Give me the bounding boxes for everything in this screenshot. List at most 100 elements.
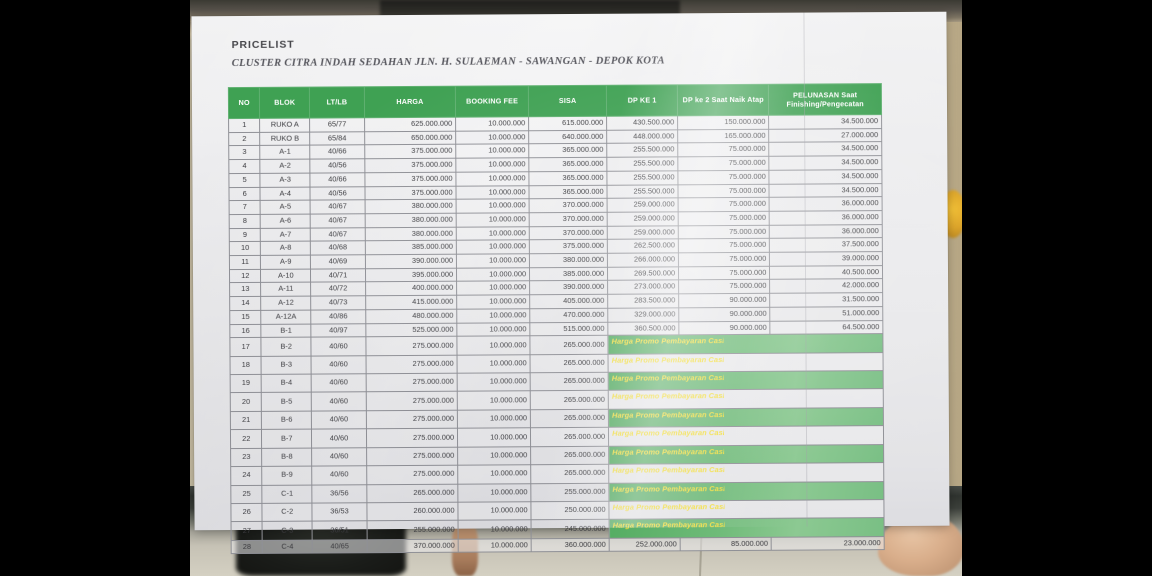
cell-sisa: 385.000.000: [529, 267, 608, 282]
cell-no: 6: [228, 186, 261, 201]
cell-booking-fee: 10.000.000: [457, 391, 531, 411]
cell-blok: B-6: [261, 410, 312, 430]
cell-no: 26: [230, 503, 263, 522]
cell-blok: RUKO A: [259, 118, 310, 133]
cell-dp-ke-2: 90.000.000: [678, 293, 771, 308]
promo-label: Harga Promo Pembayaran Cash: [611, 391, 724, 402]
cell-dp-ke-1: 252.000.000: [609, 537, 681, 552]
cell-sisa: 380.000.000: [529, 253, 608, 268]
cell-ltlb: 40/68: [310, 241, 366, 256]
cell-dp-ke-1: 266.000.000: [607, 252, 679, 268]
cell-harga: 275.000.000: [366, 428, 458, 448]
cell-ltlb: 40/60: [310, 337, 366, 356]
cell-harga: 375.000.000: [364, 144, 456, 159]
cell-booking-fee: 10.000.000: [458, 501, 532, 521]
cell-booking-fee: 10.000.000: [457, 446, 531, 466]
cell-booking-fee: 10.000.000: [456, 281, 530, 296]
cell-ltlb: 40/60: [311, 410, 367, 430]
cell-ltlb: 40/60: [311, 355, 366, 375]
cell-pelunasan: 51.000.000: [770, 306, 883, 321]
cell-ltlb: 65/77: [309, 117, 365, 132]
document-titles: PRICELIST CLUSTER CITRA INDAH SEDAHAN JL…: [232, 35, 665, 72]
cell-no: 22: [230, 429, 262, 449]
cell-booking-fee: 10.000.000: [455, 144, 529, 159]
cell-no: 20: [230, 392, 262, 412]
table-header: NO BLOK LT/LB HARGA BOOKING FEE SISA DP …: [228, 83, 882, 119]
cell-blok: B-8: [261, 447, 312, 467]
cell-pelunasan: 40.500.000: [769, 265, 883, 280]
cell-blok: A-7: [260, 227, 311, 242]
cell-blok: B-4: [261, 374, 312, 393]
cell-pelunasan: 42.000.000: [769, 279, 883, 294]
cell-dp-ke-1: 255.500.000: [607, 170, 679, 185]
cell-booking-fee: 10.000.000: [457, 409, 531, 429]
cell-no: 9: [229, 228, 261, 242]
cell-ltlb: 40/66: [309, 145, 365, 160]
cell-promo-cash: Harga Promo Pembayaran Cash: [608, 407, 884, 428]
cell-booking-fee: 10.000.000: [456, 322, 530, 337]
cell-promo-cash: Harga Promo Pembayaran Cash: [608, 333, 884, 354]
cell-booking-fee: 10.000.000: [458, 520, 532, 539]
cell-no: 21: [230, 411, 262, 430]
cell-sisa: 255.000.000: [530, 482, 610, 502]
cell-dp-ke-2: 165.000.000: [677, 128, 770, 144]
cell-harga: 480.000.000: [365, 309, 457, 324]
cell-blok: A-11: [260, 282, 311, 297]
cell-dp-ke-1: 262.500.000: [607, 239, 679, 254]
cell-pelunasan: 36.000.000: [769, 196, 883, 212]
cell-promo-cash: Harga Promo Pembayaran Cash: [609, 517, 885, 538]
cell-blok: C-2: [262, 502, 313, 522]
pricelist-table: NO BLOK LT/LB HARGA BOOKING FEE SISA DP …: [228, 83, 885, 554]
col-header-harga: HARGA: [364, 86, 456, 118]
cell-harga: 375.000.000: [364, 158, 456, 173]
cell-blok: B-1: [261, 323, 311, 338]
cell-pelunasan: 34.500.000: [769, 155, 882, 171]
cell-booking-fee: 10.000.000: [456, 335, 531, 355]
cell-sisa: 265.000.000: [530, 353, 609, 373]
cell-dp-ke-1: 259.000.000: [607, 211, 679, 226]
cell-ltlb: 65/84: [309, 131, 365, 146]
cell-booking-fee: 10.000.000: [455, 157, 529, 173]
cell-harga: 395.000.000: [365, 267, 457, 283]
letterbox-right: [962, 0, 1152, 576]
cell-booking-fee: 10.000.000: [457, 354, 531, 374]
cell-no: 15: [229, 310, 262, 325]
col-header-pelunasan: PELUNASAN Saat Finishing/Pengecatan: [768, 83, 882, 116]
cell-promo-cash: Harga Promo Pembayaran Cash: [608, 444, 884, 465]
cell-sisa: 365.000.000: [528, 143, 607, 158]
cell-booking-fee: 10.000.000: [457, 428, 531, 447]
cell-blok: B-9: [262, 466, 312, 485]
cell-sisa: 470.000.000: [529, 308, 608, 323]
cell-booking-fee: 10.000.000: [457, 372, 531, 392]
cell-ltlb: 40/71: [310, 268, 366, 283]
cell-no: 7: [229, 200, 261, 215]
promo-label: Harga Promo Pembayaran Cash: [611, 373, 724, 383]
cell-sisa: 370.000.000: [529, 225, 608, 241]
table-header-row: NO BLOK LT/LB HARGA BOOKING FEE SISA DP …: [228, 83, 882, 119]
cell-promo-cash: Harga Promo Pembayaran Cash: [608, 462, 884, 483]
cell-sisa: 390.000.000: [529, 280, 608, 295]
cell-ltlb: 40/73: [310, 295, 366, 310]
cell-harga: 650.000.000: [364, 130, 456, 146]
cell-booking-fee: 10.000.000: [456, 253, 530, 268]
cell-sisa: 365.000.000: [529, 184, 608, 199]
cell-harga: 265.000.000: [366, 483, 459, 503]
cell-no: 2: [228, 132, 261, 146]
cell-harga: 275.000.000: [366, 446, 458, 466]
cell-blok: A-1: [260, 145, 310, 160]
cell-booking-fee: 10.000.000: [456, 240, 530, 255]
cell-dp-ke-2: 75.000.000: [677, 142, 770, 157]
pricelist-table-wrap: NO BLOK LT/LB HARGA BOOKING FEE SISA DP …: [228, 83, 885, 554]
cell-harga: 385.000.000: [365, 240, 457, 255]
cell-dp-ke-2: 75.000.000: [678, 252, 770, 267]
cell-harga: 370.000.000: [366, 538, 459, 554]
cell-pelunasan: 39.000.000: [769, 251, 883, 267]
cell-ltlb: 40/66: [309, 172, 365, 187]
cell-no: 18: [230, 356, 262, 375]
page-subtitle: CLUSTER CITRA INDAH SEDAHAN JLN. H. SULA…: [231, 55, 665, 70]
cell-ltlb: 36/53: [312, 502, 367, 522]
cell-no: 4: [228, 159, 261, 174]
promo-label: Harga Promo Pembayaran Cash: [612, 465, 725, 475]
cell-pelunasan: 23.000.000: [771, 536, 885, 551]
cell-sisa: 245.000.000: [531, 519, 610, 539]
